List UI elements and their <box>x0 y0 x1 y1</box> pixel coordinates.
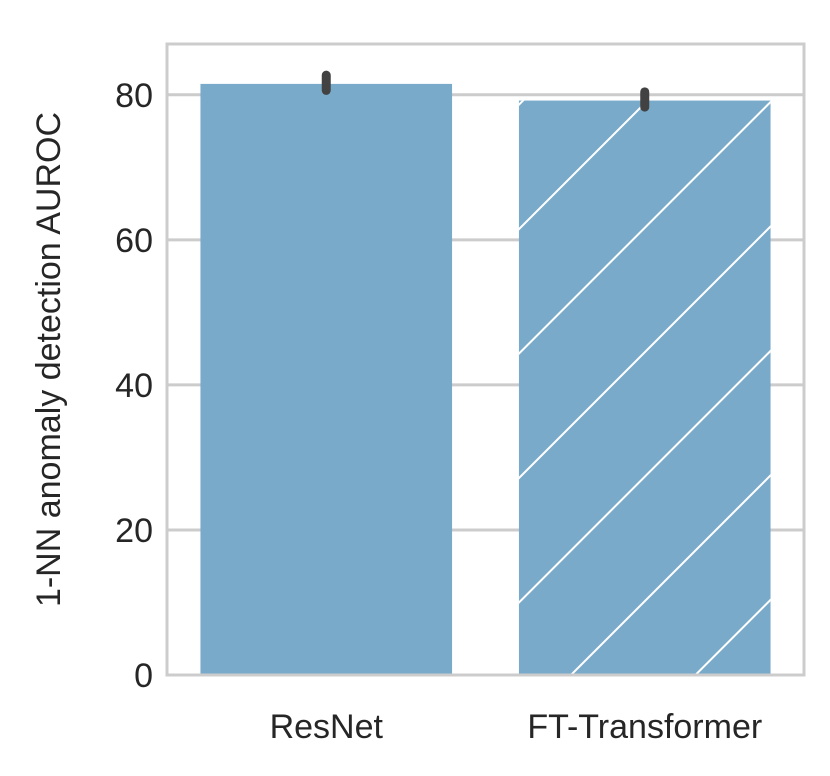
y-tick-label: 20 <box>115 512 153 550</box>
plot-frame <box>165 42 806 677</box>
y-tick-label: 80 <box>115 77 153 115</box>
x-tick-labels: ResNet FT-Transformer <box>270 708 763 746</box>
y-axis-label: 1-NN anomaly detection AUROC <box>30 112 68 607</box>
error-bars <box>321 70 650 112</box>
y-tick-label: 0 <box>134 657 153 695</box>
y-tick-label: 40 <box>115 367 153 405</box>
bars <box>200 83 771 676</box>
y-tick-labels: 0 20 40 60 80 <box>115 77 153 695</box>
bar-hatch <box>518 100 771 676</box>
x-tick-label: ResNet <box>270 708 384 746</box>
x-tick-label: FT-Transformer <box>527 708 762 746</box>
y-tick-label: 60 <box>115 222 153 260</box>
bar <box>200 83 453 675</box>
